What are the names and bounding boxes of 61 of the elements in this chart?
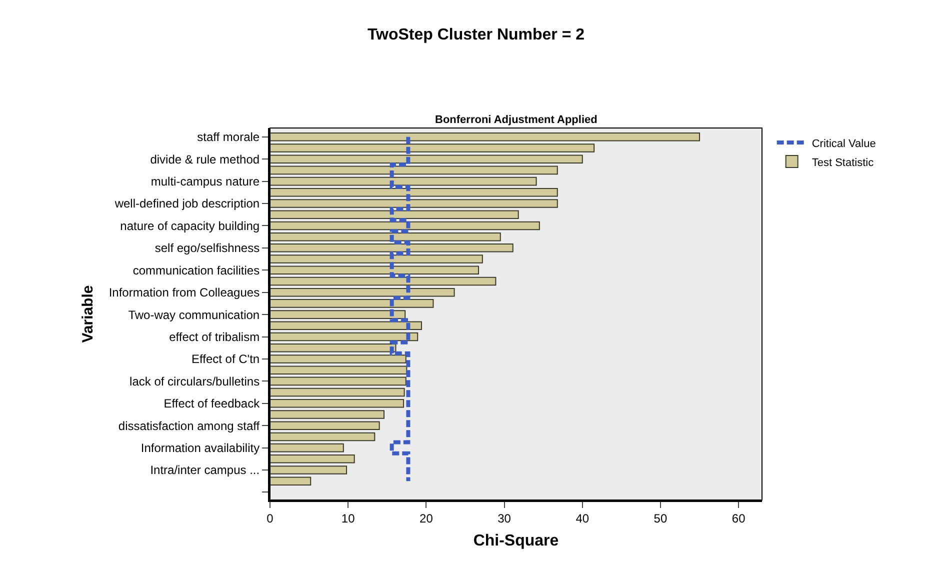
bar (270, 176, 537, 186)
y-tick-label: Information from Colleagues (108, 286, 260, 300)
y-tick-label: Intra/inter campus ... (150, 463, 260, 478)
y-tick-label: Effect of feedback (164, 396, 261, 411)
bar (270, 266, 480, 275)
x-tick-label: 10 (341, 511, 356, 526)
x-tick-label: 20 (420, 511, 434, 526)
y-tick-label: Effect of C'tn (191, 352, 260, 366)
bar (270, 366, 408, 374)
bar (270, 144, 595, 152)
legend-label: Critical Value (812, 138, 876, 150)
bar (270, 410, 385, 419)
bar (270, 232, 501, 242)
y-tick-label: well-defined job description (114, 196, 260, 211)
y-tick-label: communication facilities (132, 263, 260, 278)
x-tick-label: 30 (498, 511, 512, 526)
x-tick-label: 0 (266, 511, 274, 526)
y-tick-label: multi-campus nature (150, 174, 260, 188)
bar (270, 199, 558, 208)
y-tick-label: divide & rule method (150, 152, 260, 166)
x-tick-label: 60 (732, 511, 746, 526)
y-tick-label: Information availability (140, 441, 260, 456)
bar (270, 254, 483, 264)
bar (270, 443, 344, 452)
bar (270, 466, 348, 474)
bar (270, 421, 380, 430)
bar (270, 376, 406, 386)
bar (270, 476, 312, 486)
bar (270, 343, 396, 352)
y-tick-label: staff morale (197, 130, 260, 144)
bar (270, 166, 558, 175)
bar (270, 288, 455, 297)
bar (270, 321, 422, 330)
y-tick-label: lack of circulars/bulletins (130, 374, 260, 388)
x-tick-label: 50 (654, 511, 668, 526)
bar (270, 132, 700, 142)
y-tick-label: Two-way communication (128, 308, 260, 322)
bar (270, 299, 434, 308)
bar (270, 354, 406, 364)
bar (270, 154, 583, 164)
y-tick-label: dissatisfaction among staff (118, 418, 260, 433)
legend-label: Test Statistic (812, 156, 874, 169)
bar (270, 276, 496, 286)
chart-title: TwoStep Cluster Number = 2 (367, 26, 585, 44)
bar (270, 188, 558, 197)
x-tick-label: 40 (576, 511, 590, 526)
y-tick-label: self ego/selfishness (154, 241, 260, 256)
bar (270, 244, 514, 252)
y-tick-label: nature of capacity building (120, 218, 260, 233)
bar (270, 221, 540, 230)
y-tick-label: effect of tribalism (169, 330, 260, 344)
bar (270, 332, 418, 342)
bar (270, 388, 405, 397)
bar (270, 432, 376, 442)
bar (270, 454, 355, 464)
x-axis-title: Chi-Square (473, 532, 559, 550)
chart-subtitle: Bonferroni Adjustment Applied (435, 114, 598, 126)
y-axis-title: Variable (80, 285, 97, 343)
bar (270, 210, 519, 219)
bar (270, 310, 406, 319)
bar (270, 399, 404, 408)
